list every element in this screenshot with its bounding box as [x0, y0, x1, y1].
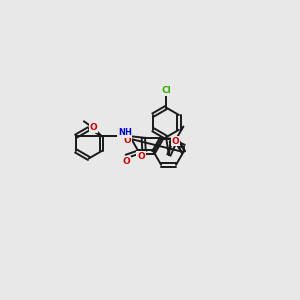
Text: NH: NH [118, 128, 132, 137]
Text: Cl: Cl [161, 86, 171, 95]
Text: O: O [137, 152, 145, 161]
Text: O: O [172, 136, 179, 146]
Text: O: O [123, 136, 131, 145]
Text: O: O [90, 124, 98, 133]
Text: O: O [122, 157, 130, 166]
